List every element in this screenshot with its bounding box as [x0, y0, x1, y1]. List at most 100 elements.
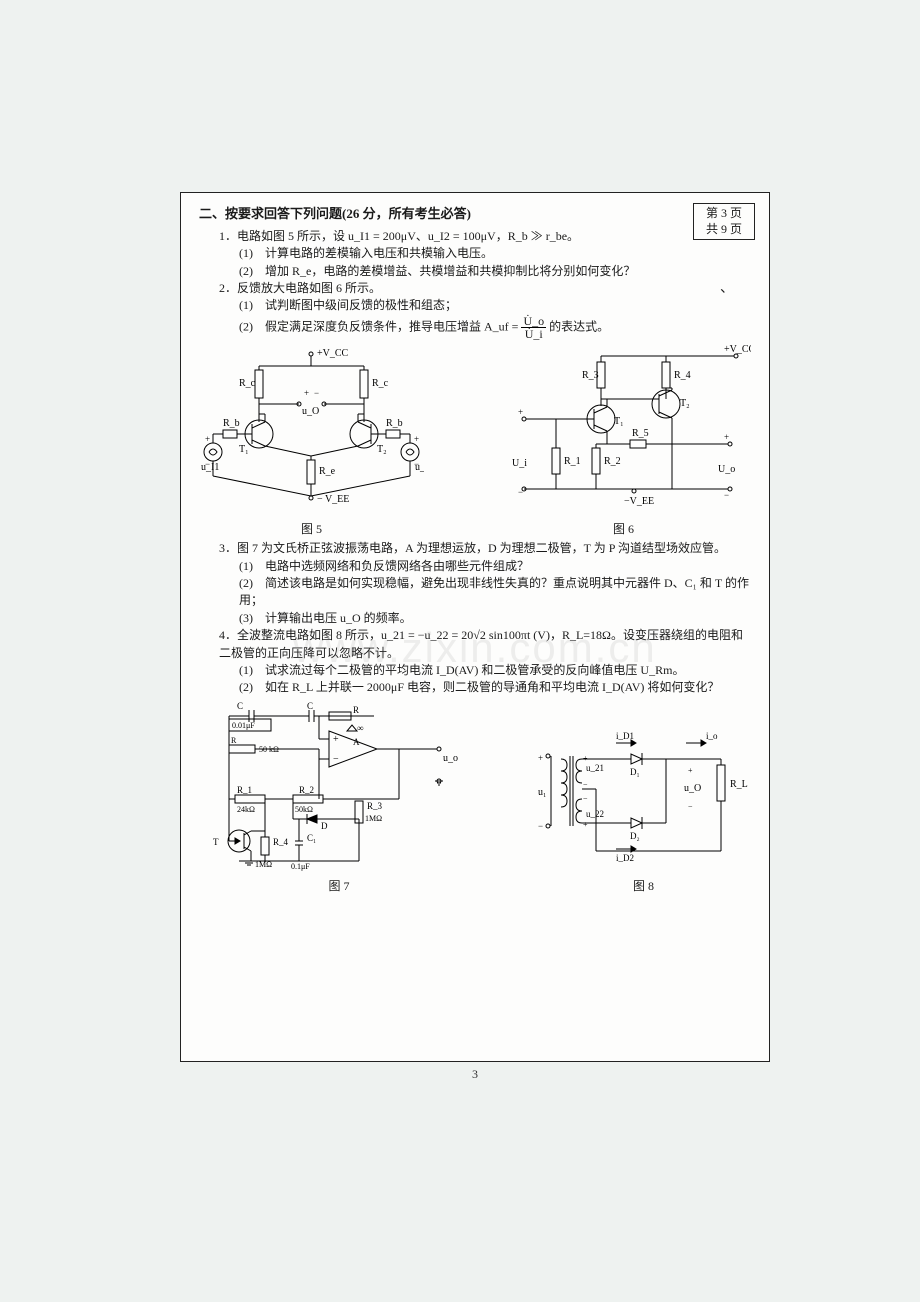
svg-text:R_L: R_L: [730, 779, 748, 790]
fig7-caption: 图 7: [199, 878, 479, 895]
svg-text:−: −: [724, 490, 729, 500]
svg-text:R_1: R_1: [564, 456, 581, 467]
svg-text:u_21: u_21: [586, 763, 604, 773]
svg-text:R_b: R_b: [386, 418, 403, 429]
figure-7-svg: C C R 0.01μF R 50 kΩ: [199, 701, 479, 876]
svg-text:−: −: [518, 487, 523, 497]
q2-p2-prefix: (2) 假定满足深度负反馈条件，推导电压增益 A_uf =: [239, 319, 521, 333]
q1-p1: (1) 计算电路的差模输入电压和共模输入电压。: [199, 245, 751, 262]
svg-text:R_4: R_4: [674, 370, 691, 381]
figure-7: C C R 0.01μF R 50 kΩ: [199, 701, 479, 895]
svg-text:0.01μF: 0.01μF: [232, 721, 255, 730]
svg-text:+: +: [518, 407, 523, 417]
svg-text:+V_CC: +V_CC: [724, 344, 751, 355]
svg-text:−: −: [314, 388, 319, 398]
q2-p2: (2) 假定满足深度负反馈条件，推导电压增益 A_uf = U̇_o U̇_i …: [199, 315, 751, 340]
svg-text:A: A: [353, 737, 360, 747]
q2-frac-num: U̇_o: [521, 315, 546, 328]
svg-text:24kΩ: 24kΩ: [237, 805, 255, 814]
svg-text:T: T: [213, 837, 219, 847]
figs-row-2: C C R 0.01μF R 50 kΩ: [199, 701, 751, 895]
svg-text:+: +: [688, 766, 693, 775]
svg-text:−: −: [414, 459, 419, 469]
q4-p1: (1) 试求流过每个二极管的平均电流 I_D(AV) 和二极管承受的反向峰值电压…: [199, 662, 751, 679]
svg-text:R_c: R_c: [239, 378, 256, 389]
svg-text:C: C: [237, 701, 243, 711]
svg-text:+: +: [304, 388, 309, 398]
svg-text:T₂: T₂: [377, 444, 387, 455]
svg-text:u₁: u₁: [538, 787, 547, 798]
page-number-box: 第 3 页 共 9 页: [693, 203, 755, 240]
svg-text:u_O: u_O: [684, 783, 701, 794]
fig5-caption: 图 5: [199, 521, 424, 538]
footer-page-number: 3: [181, 1066, 769, 1083]
q1-p2: (2) 增加 R_e，电路的差模增益、共模增益和共模抑制比将分别如何变化？: [199, 263, 751, 280]
figure-5-svg: +V_CC R_c R_c + − u_O: [199, 344, 424, 519]
figure-6-svg: +V_CC R_3 R_4 T₁: [496, 344, 751, 519]
svg-text:D₂: D₂: [630, 831, 640, 841]
svg-text:R: R: [353, 705, 359, 715]
svg-text:−: −: [583, 780, 588, 789]
svg-text:+: +: [724, 432, 729, 442]
svg-text:R_c: R_c: [372, 378, 389, 389]
svg-text:R_2: R_2: [299, 785, 314, 795]
page-total: 共 9 页: [694, 222, 754, 238]
svg-text:u_O: u_O: [302, 406, 319, 417]
stray-mark: 、: [720, 279, 734, 299]
svg-text:+: +: [414, 434, 419, 444]
svg-text:0.1μF: 0.1μF: [291, 862, 310, 871]
q3-p1: (1) 电路中选频网络和负反馈网络各由哪些元件组成？: [199, 558, 751, 575]
svg-text:+: +: [333, 734, 339, 745]
svg-text:R_b: R_b: [223, 418, 240, 429]
q2-p2-suffix: 的表达式。: [549, 319, 609, 333]
svg-text:R: R: [231, 736, 237, 745]
svg-text:i_D1: i_D1: [616, 731, 634, 741]
q4-stem: 4．全波整流电路如图 8 所示，u_21 = −u_22 = 20√2 sin1…: [199, 627, 751, 662]
svg-text:T₁: T₁: [614, 416, 624, 427]
figure-8: + − u₁ u_21 u_22: [536, 721, 751, 895]
figs-row-1: +V_CC R_c R_c + − u_O: [199, 344, 751, 538]
svg-text:+V_CC: +V_CC: [317, 348, 349, 359]
fig8-caption: 图 8: [536, 878, 751, 895]
fig6-caption: 图 6: [496, 521, 751, 538]
svg-text:−: −: [538, 821, 543, 831]
svg-text:R_5: R_5: [632, 428, 649, 439]
svg-text:u_o: u_o: [443, 753, 458, 764]
figure-8-svg: + − u₁ u_21 u_22: [536, 721, 751, 876]
scan-page: 第 3 页 共 9 页 二、按要求回答下列问题(26 分，所有考生必答) 1．电…: [0, 0, 920, 1302]
svg-text:U_o: U_o: [718, 464, 735, 475]
svg-text:C: C: [307, 701, 313, 711]
svg-text:−: −: [333, 754, 339, 765]
svg-text:R_3: R_3: [367, 801, 383, 811]
svg-text:−: −: [688, 802, 693, 811]
q2-stem: 2．反馈放大电路如图 6 所示。: [199, 280, 751, 297]
svg-text:D₁: D₁: [630, 767, 640, 777]
svg-text:−: −: [205, 459, 210, 469]
q3-p2: (2) 简述该电路是如何实现稳幅，避免出现非线性失真的？重点说明其中元器件 D、…: [199, 575, 751, 610]
q3-stem: 3．图 7 为文氏桥正弦波振荡电路，A 为理想运放，D 为理想二极管，T 为 P…: [199, 540, 751, 557]
q1-stem: 1．电路如图 5 所示，设 u_I1 = 200μV、u_I2 = 100μV，…: [199, 228, 751, 245]
figure-6: +V_CC R_3 R_4 T₁: [496, 344, 751, 538]
svg-text:+: +: [205, 434, 210, 444]
section-heading: 二、按要求回答下列问题(26 分，所有考生必答): [199, 205, 751, 224]
svg-text:∞: ∞: [357, 723, 363, 733]
svg-text:T₂: T₂: [680, 398, 690, 409]
svg-text:+: +: [538, 753, 543, 763]
svg-text:D: D: [321, 821, 328, 831]
svg-text:T₁: T₁: [239, 444, 249, 455]
svg-text:1MΩ: 1MΩ: [365, 814, 382, 823]
svg-text:R_4: R_4: [273, 837, 289, 847]
svg-text:u_22: u_22: [586, 809, 604, 819]
svg-text:u_I1: u_I1: [201, 462, 219, 473]
svg-text:C₁: C₁: [307, 833, 316, 843]
svg-text:+: +: [583, 820, 588, 829]
q3-p3: (3) 计算输出电压 u_O 的频率。: [199, 610, 751, 627]
exam-paper: 第 3 页 共 9 页 二、按要求回答下列问题(26 分，所有考生必答) 1．电…: [180, 192, 770, 1062]
q2-p1: (1) 试判断图中级间反馈的极性和组态；: [199, 297, 751, 314]
page-current: 第 3 页: [694, 206, 754, 222]
svg-text:i_o: i_o: [706, 731, 718, 741]
svg-text:− V_EE: − V_EE: [317, 494, 349, 505]
svg-text:R_2: R_2: [604, 456, 621, 467]
svg-text:U_i: U_i: [512, 458, 527, 469]
q2-frac-den: U̇_i: [521, 328, 546, 340]
